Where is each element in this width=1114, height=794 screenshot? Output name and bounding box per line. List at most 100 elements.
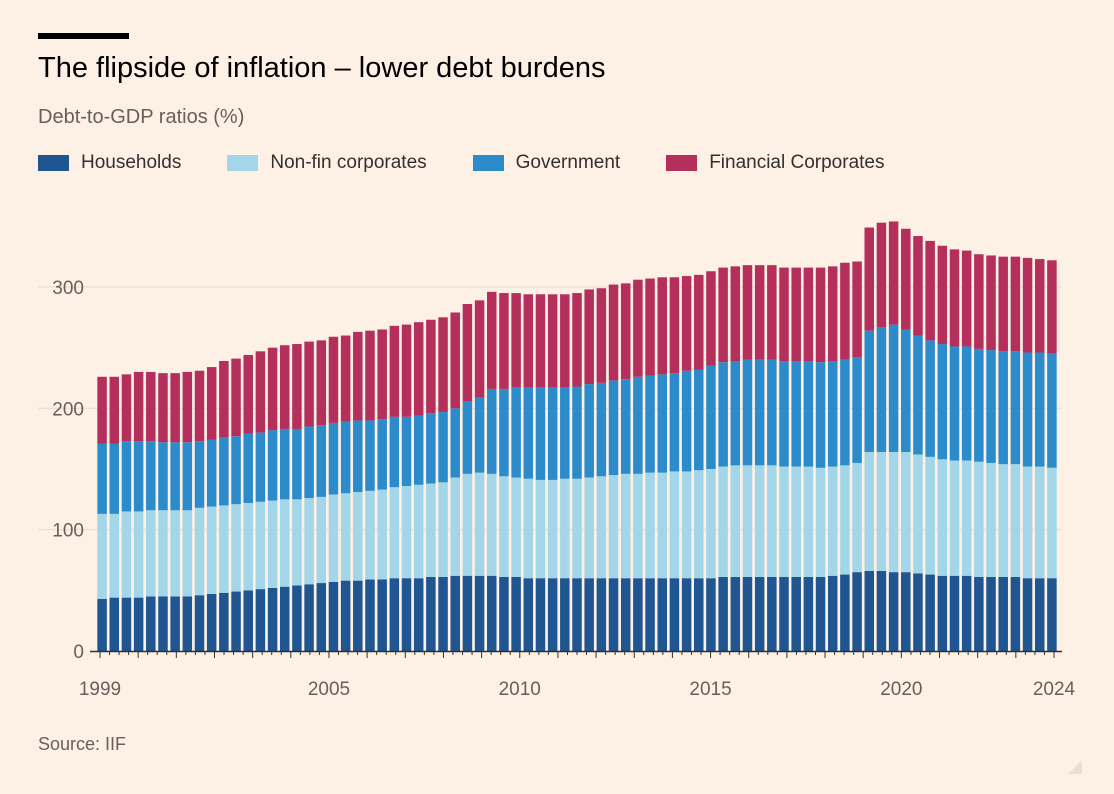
y-tick-label: 200: [52, 399, 84, 420]
bar-segment-financial-corporates: [182, 371, 193, 443]
bar-segment-households: [255, 589, 266, 651]
bar-segment-financial-corporates: [523, 294, 534, 388]
bar-segment-government: [608, 380, 619, 476]
bar-segment-households: [401, 578, 412, 651]
bar-segment-non-fin-corporates: [657, 472, 667, 579]
bar-segment-government: [377, 419, 387, 490]
bar-segment-government: [937, 344, 948, 460]
bar-segment-households: [791, 576, 801, 651]
bar-segment-government: [133, 441, 144, 512]
x-tick-label: 2024: [1033, 679, 1076, 700]
legend-item-financial: Financial Corporates: [666, 152, 885, 174]
bar-segment-households: [681, 578, 692, 651]
bar-segment-non-fin-corporates: [243, 502, 253, 591]
bar-segment-households: [146, 596, 156, 651]
bar-segment-non-fin-corporates: [779, 466, 789, 577]
bar-segment-financial-corporates: [133, 371, 144, 442]
legend-swatch-government: [472, 155, 504, 171]
bar-segment-non-fin-corporates: [645, 472, 655, 579]
bar-segment-households: [133, 597, 144, 651]
bar-segment-government: [596, 382, 607, 477]
chart-subtitle: Debt-to-GDP ratios (%): [38, 106, 245, 128]
bar-segment-financial-corporates: [1034, 259, 1045, 353]
bar-segment-government: [413, 415, 424, 485]
y-tick-label: 100: [52, 521, 84, 542]
bar-segment-government: [961, 346, 972, 461]
bar-segment-households: [669, 578, 680, 651]
bar-segment-non-fin-corporates: [669, 471, 680, 579]
bar-segment-financial-corporates: [694, 274, 704, 370]
bar-segment-financial-corporates: [243, 354, 253, 434]
bar-segment-non-fin-corporates: [681, 471, 692, 579]
bar-segment-government: [450, 408, 460, 478]
bar-segment-financial-corporates: [97, 376, 107, 444]
bar-segment-financial-corporates: [328, 336, 339, 423]
bar-segment-government: [523, 387, 534, 479]
resize-grip-icon: [1068, 760, 1082, 774]
bar-segment-non-fin-corporates: [791, 466, 801, 577]
bar-segment-government: [487, 388, 497, 474]
bar-segment-government: [365, 420, 375, 491]
bar-segment-households: [450, 575, 460, 651]
bar-segment-non-fin-corporates: [913, 454, 923, 574]
bar-segment-households: [901, 572, 911, 651]
bar-segment-financial-corporates: [511, 293, 521, 388]
bar-segment-households: [267, 587, 278, 651]
bar-segment-government: [876, 327, 887, 453]
bar-segment-households: [608, 578, 619, 651]
bar-segment-non-fin-corporates: [158, 510, 168, 597]
bar-segment-government: [852, 357, 862, 463]
bar-segment-households: [389, 578, 400, 651]
bar-segment-non-fin-corporates: [888, 452, 899, 573]
legend: Households Non-fin corporates Government…: [38, 152, 885, 174]
bar-segment-financial-corporates: [206, 367, 217, 440]
bar-segment-government: [706, 365, 716, 469]
bar-segment-government: [292, 428, 302, 500]
bar-segment-government: [1022, 352, 1033, 467]
bar-segment-non-fin-corporates: [767, 465, 777, 577]
bar-segment-financial-corporates: [913, 236, 923, 336]
bar-segment-households: [1022, 578, 1033, 651]
bar-segment-government: [742, 359, 753, 466]
bar-segment-financial-corporates: [535, 294, 546, 388]
bar-segment-financial-corporates: [146, 371, 156, 442]
bar-segment-non-fin-corporates: [718, 466, 728, 577]
bar-segment-non-fin-corporates: [694, 470, 704, 579]
bar-segment-government: [316, 425, 327, 497]
bar-segment-financial-corporates: [560, 294, 570, 388]
bar-segment-non-fin-corporates: [961, 460, 972, 576]
bar-segment-non-fin-corporates: [1022, 466, 1033, 579]
bar-segment-non-fin-corporates: [413, 484, 424, 579]
bar-segment-government: [474, 397, 485, 473]
bar-segment-households: [1034, 578, 1045, 651]
bar-segment-government: [572, 386, 582, 479]
bar-segment-households: [742, 576, 753, 651]
bar-segment-financial-corporates: [487, 291, 497, 389]
bar-segment-financial-corporates: [681, 276, 692, 371]
bar-segment-households: [633, 578, 643, 651]
bar-segment-non-fin-corporates: [706, 469, 716, 579]
bar-segment-government: [767, 359, 777, 466]
bar-segment-non-fin-corporates: [474, 472, 485, 576]
bar-segment-financial-corporates: [876, 222, 887, 328]
legend-label-government: Government: [515, 152, 621, 173]
bar-segment-government: [840, 359, 850, 466]
x-tick-label: 1999: [79, 679, 121, 700]
bar-segment-households: [1010, 576, 1021, 651]
bar-segment-non-fin-corporates: [340, 493, 351, 581]
bar-segment-households: [620, 578, 631, 651]
bar-segment-households: [109, 597, 120, 651]
bar-segment-households: [426, 576, 436, 651]
bar-segment-government: [146, 441, 156, 511]
bar-segment-financial-corporates: [572, 293, 582, 387]
source-note: Source: IIF: [38, 734, 127, 754]
bar-segment-non-fin-corporates: [109, 513, 120, 598]
bar-segment-households: [827, 575, 838, 651]
bar-segment-government: [901, 329, 911, 453]
bar-segment-households: [779, 576, 789, 651]
title-rule: [38, 33, 129, 39]
bar-segment-financial-corporates: [925, 240, 935, 341]
bar-segment-households: [474, 575, 485, 651]
bar-segment-financial-corporates: [413, 322, 424, 416]
bar-segment-financial-corporates: [158, 373, 168, 443]
